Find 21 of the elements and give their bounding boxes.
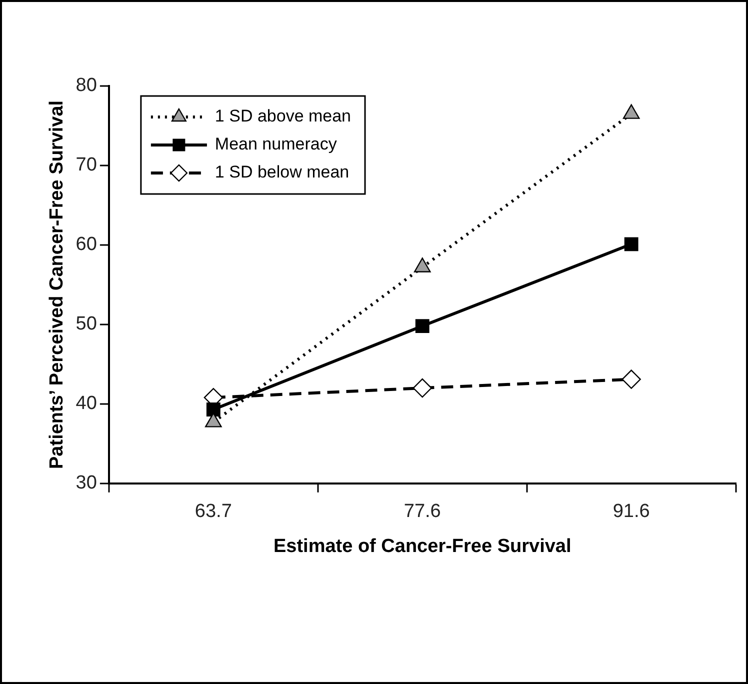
x-tick-label: 63.7 <box>194 501 232 522</box>
y-tick-label: 40 <box>76 393 97 414</box>
y-tick-label: 60 <box>76 234 97 256</box>
point <box>622 370 641 389</box>
legend-label: 1 SD above mean <box>214 106 352 126</box>
point <box>412 378 432 398</box>
y-tick-label: 50 <box>76 314 97 335</box>
y-tick-label: 80 <box>76 75 97 96</box>
y-tick-label: 30 <box>76 472 97 494</box>
y-axis-title: Patients’ Perceived Cancer-Free Survival <box>46 100 68 469</box>
point <box>624 237 638 252</box>
legend-label: 1 SD below mean <box>214 162 350 182</box>
point <box>206 402 220 416</box>
point <box>415 319 430 333</box>
x-tick-label: 91.6 <box>612 501 650 522</box>
y-tick-label: 70 <box>76 154 97 176</box>
point <box>622 104 640 119</box>
x-axis-title: Estimate of Cancer-Free Survival <box>273 536 572 557</box>
legend-label: Mean numeracy <box>214 134 338 154</box>
point <box>414 258 431 272</box>
x-tick-label: 77.6 <box>404 501 441 522</box>
